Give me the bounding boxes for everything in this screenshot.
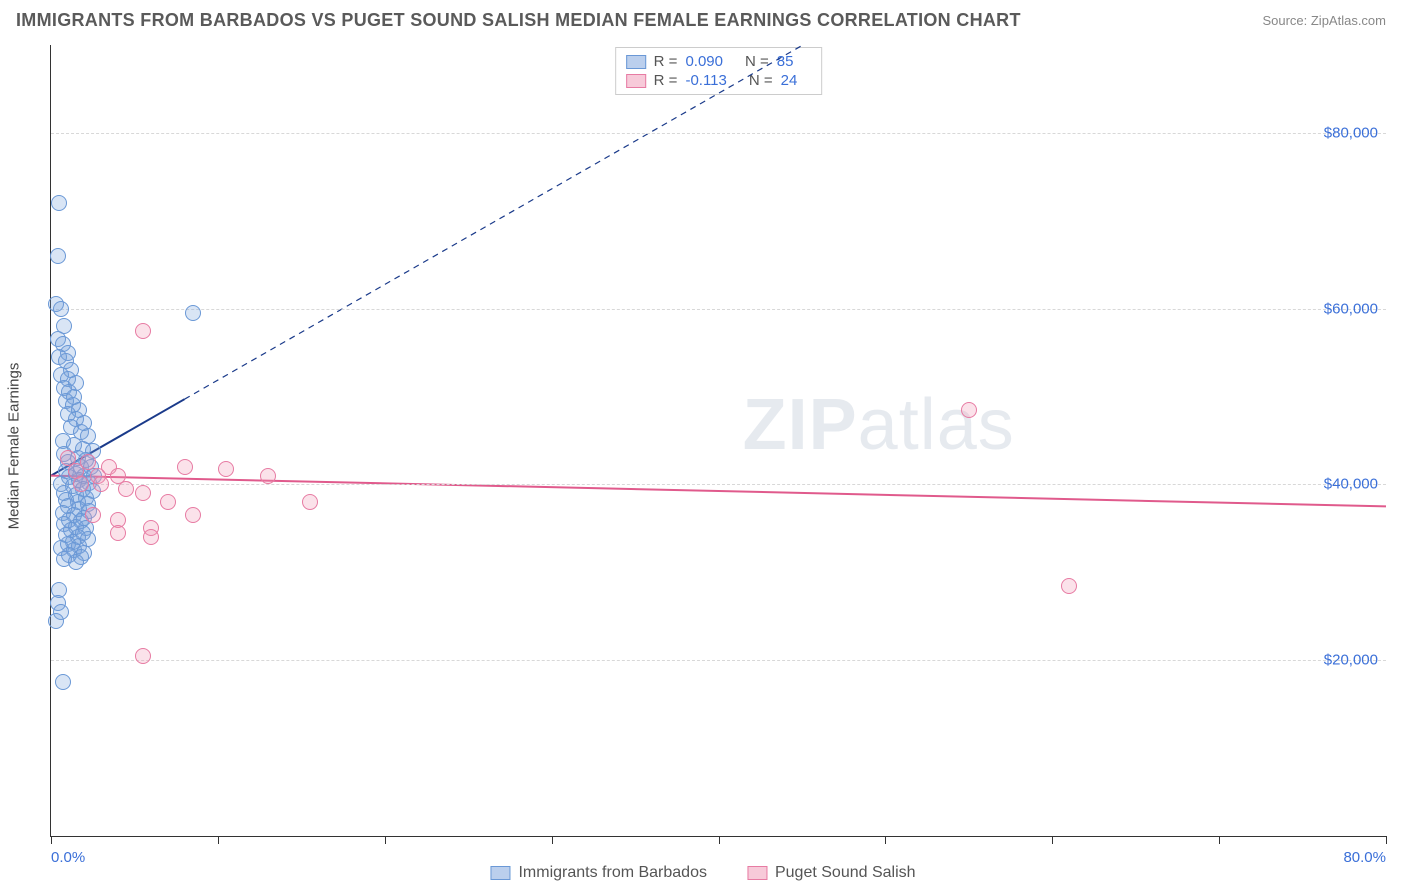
data-point [143, 529, 159, 545]
data-point [55, 674, 71, 690]
scatter-chart: R = 0.090 N = 85 R = -0.113 N = 24 ZIPat… [50, 45, 1386, 837]
y-tick-label: $60,000 [1324, 300, 1378, 317]
x-tick [1386, 836, 1387, 844]
gridline [51, 660, 1386, 661]
x-tick [885, 836, 886, 844]
data-point [48, 613, 64, 629]
x-tick-label: 80.0% [1343, 849, 1386, 866]
data-point [302, 494, 318, 510]
source-attribution: Source: ZipAtlas.com [1262, 13, 1386, 28]
swatch-icon [747, 866, 767, 880]
swatch-icon [626, 55, 646, 69]
y-tick-label: $80,000 [1324, 124, 1378, 141]
x-tick [1219, 836, 1220, 844]
gridline [51, 309, 1386, 310]
y-axis-label: Median Female Earnings [6, 363, 23, 530]
source-link[interactable]: ZipAtlas.com [1311, 13, 1386, 28]
data-point [135, 323, 151, 339]
correlation-legend: R = 0.090 N = 85 R = -0.113 N = 24 [615, 47, 823, 95]
series-legend: Immigrants from Barbados Puget Sound Sal… [490, 864, 915, 882]
x-tick [51, 836, 52, 844]
x-tick [218, 836, 219, 844]
legend-row-blue: R = 0.090 N = 85 [626, 52, 812, 71]
data-point [53, 301, 69, 317]
data-point [961, 402, 977, 418]
chart-title: IMMIGRANTS FROM BARBADOS VS PUGET SOUND … [16, 10, 1021, 31]
swatch-icon [490, 866, 510, 880]
data-point [185, 305, 201, 321]
data-point [50, 248, 66, 264]
watermark: ZIPatlas [743, 384, 1015, 466]
data-point [51, 195, 67, 211]
x-tick [385, 836, 386, 844]
data-point [135, 485, 151, 501]
data-point [1061, 578, 1077, 594]
data-point [260, 468, 276, 484]
data-point [135, 648, 151, 664]
data-point [93, 476, 109, 492]
x-tick [719, 836, 720, 844]
y-tick-label: $20,000 [1324, 652, 1378, 669]
data-point [177, 459, 193, 475]
swatch-icon [626, 74, 646, 88]
data-point [218, 461, 234, 477]
trend-lines [51, 45, 1386, 836]
gridline [51, 484, 1386, 485]
data-point [185, 507, 201, 523]
gridline [51, 133, 1386, 134]
data-point [118, 481, 134, 497]
x-tick [1052, 836, 1053, 844]
legend-item-barbados: Immigrants from Barbados [490, 864, 707, 882]
x-tick [552, 836, 553, 844]
data-point [110, 525, 126, 541]
x-tick-label: 0.0% [51, 849, 85, 866]
data-point [85, 507, 101, 523]
legend-item-salish: Puget Sound Salish [747, 864, 916, 882]
data-point [68, 554, 84, 570]
legend-row-pink: R = -0.113 N = 24 [626, 71, 812, 90]
data-point [73, 476, 89, 492]
data-point [160, 494, 176, 510]
y-tick-label: $40,000 [1324, 476, 1378, 493]
